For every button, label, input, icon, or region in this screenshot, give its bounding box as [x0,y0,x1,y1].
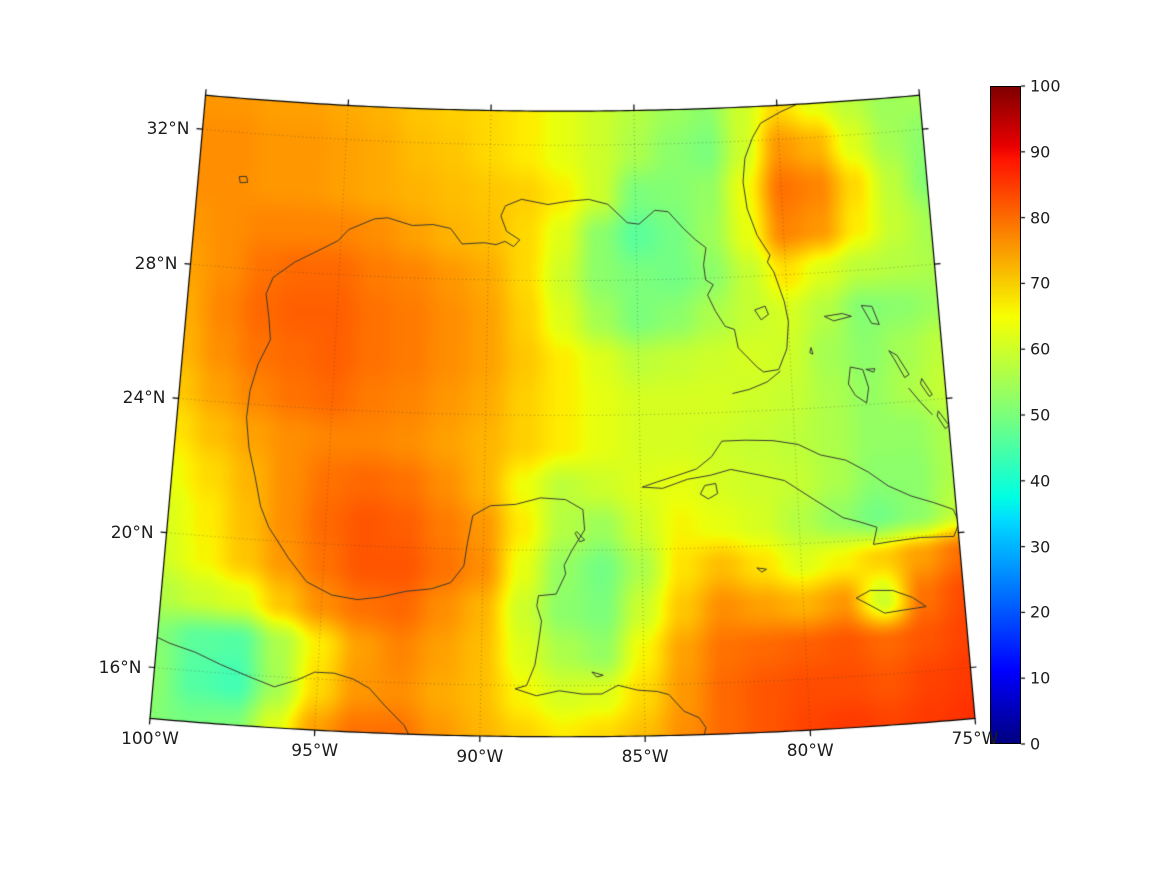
colorbar [990,86,1021,744]
